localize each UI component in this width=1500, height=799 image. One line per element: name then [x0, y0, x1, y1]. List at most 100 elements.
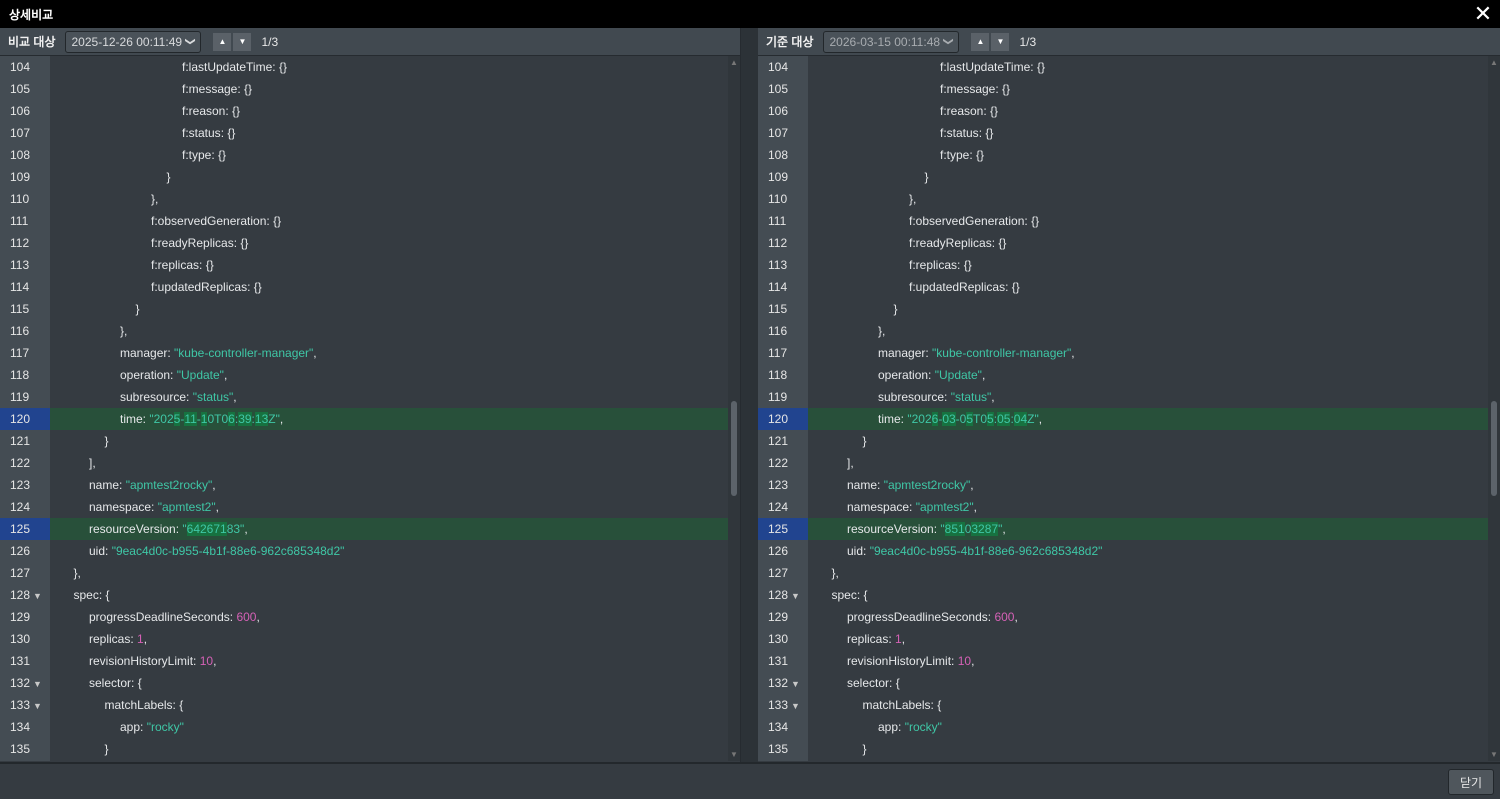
diff-highlight: 3287 [971, 522, 999, 536]
scroll-down-icon[interactable]: ▼ [730, 750, 738, 759]
close-icon[interactable]: ✕ [1473, 1, 1493, 26]
code-key: operation [878, 368, 929, 382]
compare-version-select[interactable]: 2025-12-26 00:11:49 ❯ [64, 30, 202, 53]
code-value: {} [1031, 214, 1040, 228]
base-code-view: 104 f:lastUpdateTime: {} 105 f:message: {} 1… [758, 56, 1500, 761]
code-value: "202 [149, 412, 174, 426]
code-text: ], [847, 452, 854, 474]
code-colon: : [983, 104, 991, 118]
line-number: 107 [758, 122, 808, 144]
code-text: name: "apmtest2rocky", [847, 474, 974, 496]
close-button[interactable]: 닫기 [1448, 769, 1494, 795]
code-colon: : [978, 126, 986, 140]
scroll-up-icon[interactable]: ▲ [730, 58, 738, 67]
line-number-text: 113 [10, 258, 30, 272]
code-value: {} [1011, 280, 1020, 294]
code-text: spec: { [832, 584, 868, 606]
fold-toggle-icon[interactable]: ▼ [33, 701, 42, 711]
code-line: 123 name: "apmtest2rocky", [758, 474, 1488, 496]
diff-line: 125 resourceVersion: "85103287", [758, 518, 1488, 540]
code-punctuation: , [279, 412, 284, 426]
code-line: 115} [0, 298, 728, 320]
line-number: 122 [0, 452, 50, 474]
line-number: 119 [0, 386, 50, 408]
code-text: f:type: {} [940, 144, 984, 166]
fold-toggle-icon[interactable]: ▼ [791, 591, 800, 601]
code-colon: : [142, 412, 150, 426]
line-number: 113 [758, 254, 808, 276]
code-line: 111 f:observedGeneration: {} [758, 210, 1488, 232]
line-number-text: 130 [768, 632, 789, 646]
fold-toggle-icon[interactable]: ▼ [33, 591, 42, 601]
code-key: revisionHistoryLimit [847, 654, 952, 668]
code-line: 122], [758, 452, 1488, 474]
line-number: 120 [0, 408, 50, 430]
code-value: 0 [964, 522, 972, 536]
code-colon: : [186, 390, 193, 404]
code-key: f:replicas [909, 258, 958, 272]
line-number: 130 [0, 628, 50, 650]
code-key: resourceVersion [89, 522, 176, 536]
line-number-text: 115 [10, 302, 30, 316]
fold-toggle-icon[interactable]: ▼ [791, 679, 800, 689]
line-number-text: 116 [10, 324, 30, 338]
code-colon: : [944, 390, 951, 404]
code-value: - [180, 412, 185, 426]
scroll-down-icon[interactable]: ▼ [1490, 750, 1498, 759]
line-number-text: 112 [768, 236, 788, 250]
code-line: 116}, [758, 320, 1488, 342]
code-punctuation: , [223, 368, 228, 382]
pane-divider[interactable] [740, 28, 758, 762]
prev-diff-button[interactable]: ▲ [213, 32, 232, 51]
diff-line: 120 time: "2026-03-05T05:05:04Z", [758, 408, 1488, 430]
line-number: 106 [758, 100, 808, 122]
code-line: 135} [0, 738, 728, 760]
code-text: operation: "Update", [120, 364, 227, 386]
code-colon: : [140, 720, 147, 734]
diff-highlight: 1 [200, 412, 208, 426]
code-text: resourceVersion: "85103287", [847, 518, 1006, 540]
code-colon: : [229, 610, 237, 624]
vertical-scrollbar[interactable]: ▲ ▼ [728, 56, 740, 761]
code-colon: : [933, 522, 941, 536]
line-number: 108 [758, 144, 808, 166]
code-punctuation: } [166, 170, 171, 184]
code-colon: : [1005, 280, 1012, 294]
code-line: 131 revisionHistoryLimit: 10, [758, 650, 1488, 672]
compare-version-value: 2025-12-26 00:11:49 [71, 34, 183, 49]
line-number-text: 106 [10, 104, 31, 118]
line-number: 105 [0, 78, 50, 100]
line-number-text: 122 [768, 456, 789, 470]
line-number-text: 114 [768, 280, 788, 294]
code-line: 133 ▼ matchLabels: { [0, 694, 728, 716]
fold-toggle-icon[interactable]: ▼ [791, 701, 800, 711]
line-number-text: 128 [10, 588, 31, 602]
code-text: revisionHistoryLimit: 10, [89, 650, 216, 672]
code-colon: : [969, 148, 977, 162]
next-diff-button[interactable]: ▼ [233, 32, 252, 51]
line-number-text: 126 [10, 544, 31, 558]
scroll-thumb[interactable] [731, 401, 737, 496]
line-number-text: 109 [768, 170, 789, 184]
scroll-thumb[interactable] [1491, 401, 1497, 496]
code-line: 129 progressDeadlineSeconds: 600, [0, 606, 728, 628]
code-punctuation: } [135, 302, 140, 316]
fold-toggle-icon[interactable]: ▼ [33, 679, 42, 689]
code-line: 123 name: "apmtest2rocky", [0, 474, 728, 496]
diff-highlight: 39 [238, 412, 252, 426]
chevron-down-icon: ❯ [942, 37, 954, 46]
line-number-text: 121 [10, 434, 31, 448]
next-diff-button[interactable]: ▼ [991, 32, 1010, 51]
vertical-scrollbar[interactable]: ▲ ▼ [1488, 56, 1500, 761]
scroll-up-icon[interactable]: ▲ [1490, 58, 1498, 67]
base-version-select[interactable]: 2026-03-15 00:11:48 ❯ [822, 30, 960, 53]
code-colon: : [233, 236, 241, 250]
code-colon: : [877, 478, 884, 492]
line-number: 121 [0, 430, 50, 452]
prev-diff-button[interactable]: ▲ [971, 32, 990, 51]
line-number: 106 [0, 100, 50, 122]
code-text: f:type: {} [182, 144, 226, 166]
line-number: 114 [758, 276, 808, 298]
code-lines: 104 f:lastUpdateTime: {} 105 f:message: {} 1… [0, 56, 728, 760]
code-key: selector [89, 676, 132, 690]
